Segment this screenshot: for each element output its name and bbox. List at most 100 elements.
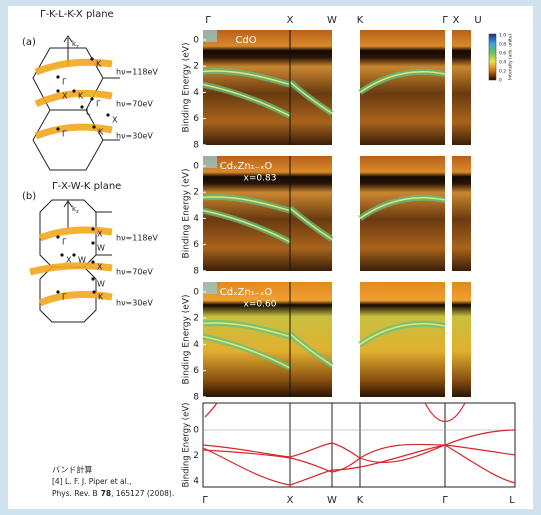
point-dot [56, 127, 59, 130]
colorbar-label: Intensity (arb. units) [508, 34, 514, 80]
point-label: L [86, 108, 91, 117]
k-label: W [327, 495, 337, 506]
point-label: K [96, 60, 102, 69]
point-dot [91, 241, 94, 244]
y-tick-label: 4 [193, 214, 199, 224]
point-dot [72, 253, 75, 256]
point-label: W [97, 244, 105, 253]
photon-energy: hν=70eV [116, 268, 153, 277]
y-tick-label: 0 [193, 288, 199, 298]
colorbar-tick: 1.0 [499, 33, 506, 39]
y-tick-label: 0 [193, 426, 199, 436]
point-dot [60, 253, 63, 256]
point-dot [72, 89, 75, 92]
point-label: K [98, 128, 104, 137]
point-dot [90, 97, 93, 100]
y-tick-label: 0 [193, 162, 199, 172]
plane-title: Γ-X-W-K plane [52, 181, 121, 192]
photon-energy: hν=30eV [116, 132, 153, 141]
k-label: U [474, 15, 481, 26]
y-axis-label: Binding Energy (eV) [182, 295, 192, 385]
k-label: X [287, 495, 294, 506]
point-dot [80, 105, 83, 108]
reference: [4] L. F. J. Piper et al., [52, 477, 131, 486]
y-axis-label: Binding Energy (eV) [182, 403, 192, 488]
sample-name: CdₓZn₁₋ₓO [220, 161, 273, 172]
point-dot [56, 290, 59, 293]
point-label: X [112, 116, 118, 125]
photon-energy: hν=118eV [116, 68, 158, 77]
point-dot [56, 75, 59, 78]
point-label: X [97, 263, 103, 272]
point-dot [56, 89, 59, 92]
photon-energy: hν=118eV [116, 234, 158, 243]
figure: CdO02468Binding Energy (eV)CdₓZn₁₋ₓOx=0.… [0, 0, 541, 515]
y-axis-label: Binding Energy (eV) [182, 169, 192, 259]
point-dot [91, 277, 94, 280]
point-label: K [98, 293, 104, 302]
y-tick-label: 0 [193, 36, 199, 46]
axis-sub: z [76, 209, 79, 215]
point-dot [90, 57, 93, 60]
point-label: Γ [96, 100, 101, 109]
k-label: X [287, 15, 294, 26]
y-tick-label: 6 [193, 366, 199, 376]
y-tick-label: 2 [193, 314, 199, 324]
point-label: X [66, 256, 72, 265]
k-label: K [357, 495, 364, 506]
y-tick-label: 8 [193, 392, 199, 402]
point-label: Γ [62, 78, 67, 87]
point-label: X [62, 92, 68, 101]
point-label: Γ [62, 130, 67, 139]
colorbar-tick: 0.8 [499, 42, 506, 48]
arpes-panel: CdO02468Binding Energy (eV) [182, 30, 472, 150]
panel-label: (b) [22, 191, 36, 202]
colorbar [489, 34, 496, 80]
point-dot [92, 290, 95, 293]
arpes-image [452, 156, 471, 271]
arpes-image [452, 282, 471, 397]
y-tick-label: 8 [193, 266, 199, 276]
point-dot [91, 227, 94, 230]
point-dot [91, 260, 94, 263]
sample-name: CdₓZn₁₋ₓO [220, 287, 273, 298]
y-tick-label: 6 [193, 240, 199, 250]
y-tick-label: 4 [193, 340, 199, 350]
reference-rest: , 165127 (2008). [111, 489, 174, 498]
composition: x=0.60 [244, 300, 277, 310]
point-dot [56, 235, 59, 238]
sample-name: CdO [235, 35, 256, 46]
point-label: W [78, 256, 86, 265]
point-label: K [78, 92, 84, 101]
colorbar-tick: 0 [499, 78, 502, 84]
arpes-image [452, 30, 471, 145]
k-label: X [453, 15, 460, 26]
point-dot [92, 125, 95, 128]
point-label: Γ [62, 293, 67, 302]
y-axis-label: Binding Energy (eV) [182, 43, 192, 133]
k-label: Γ [202, 495, 208, 506]
k-label: Γ [205, 15, 211, 26]
k-label: W [327, 15, 337, 26]
axis-sub: z [76, 44, 79, 50]
y-tick-label: 2 [193, 62, 199, 72]
colorbar-tick: 0.6 [499, 51, 506, 57]
colorbar-tick: 0.2 [499, 69, 506, 75]
point-label: W [97, 280, 105, 289]
plane-title: Γ-K-L-K-X plane [40, 9, 114, 20]
k-label: Γ [442, 495, 448, 506]
reference: Phys. Rev. B78, 165127 (2008). [52, 489, 174, 498]
y-tick-label: 4 [193, 88, 199, 98]
reference-volume: 78 [101, 489, 111, 498]
y-tick-label: 2 [193, 188, 199, 198]
photon-energy: hν=30eV [116, 299, 153, 308]
note: バンド計算 [52, 465, 92, 475]
k-label: Γ [442, 15, 448, 26]
point-label: Γ [62, 238, 67, 247]
colorbar-tick: 0.4 [499, 60, 506, 66]
k-label: L [509, 495, 515, 506]
point-label: X [97, 230, 103, 239]
composition: x=0.83 [244, 174, 277, 184]
photon-energy: hν=70eV [116, 100, 153, 109]
